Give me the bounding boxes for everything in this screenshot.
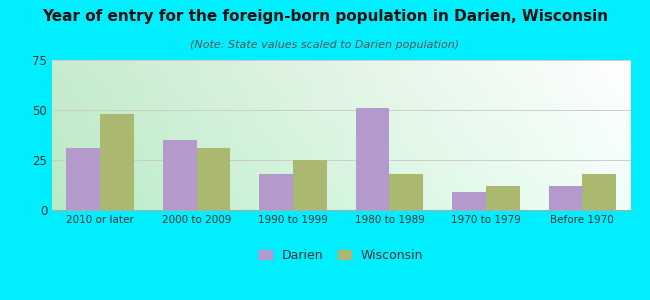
Bar (582, 174, 616, 210)
Bar (452, 192, 486, 210)
Bar (293, 160, 327, 210)
Bar (259, 174, 293, 210)
Bar (196, 148, 230, 210)
Bar (100, 114, 134, 210)
Legend: Darien, Wisconsin: Darien, Wisconsin (254, 244, 428, 267)
Text: Year of entry for the foreign-born population in Darien, Wisconsin: Year of entry for the foreign-born popul… (42, 9, 608, 24)
Bar (389, 174, 423, 210)
Bar (66, 148, 100, 210)
Text: (Note: State values scaled to Darien population): (Note: State values scaled to Darien pop… (190, 40, 460, 50)
Bar (163, 140, 196, 210)
Bar (356, 108, 389, 210)
Bar (549, 186, 582, 210)
Bar (486, 186, 519, 210)
